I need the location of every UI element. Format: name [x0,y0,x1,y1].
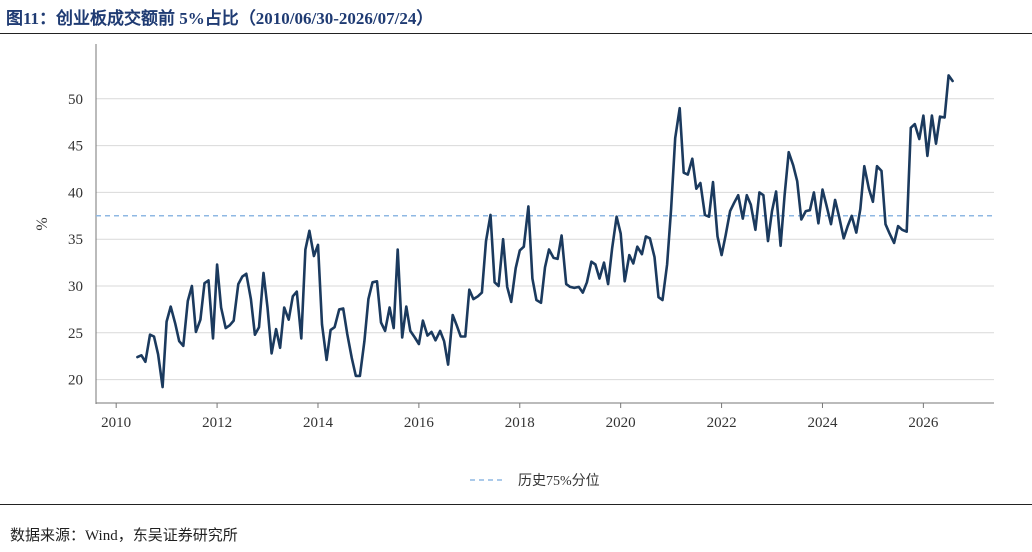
x-tick-label: 2020 [606,415,636,431]
axes [95,44,994,408]
x-tick-label: 2010 [101,415,131,431]
top-divider [0,33,1032,34]
source-note: 数据来源：Wind，东吴证券研究所 [10,528,238,544]
y-tick-label: 40 [68,185,83,201]
y-tick-label: 25 [68,326,83,342]
x-tick-label: 2026 [908,415,939,431]
x-tick-label: 2012 [202,415,232,431]
x-tick-label: 2016 [404,415,435,431]
x-tick-labels: 2010 2012 2014 2016 2018 2020 2022 2024 2026 [101,415,939,431]
y-tick-label: 30 [68,279,83,295]
chart-title: 图11：创业板成交额前 5%占比（2010/06/30-2026/07/24） [6,9,434,28]
bottom-divider [0,504,1032,505]
y-tick-label: 45 [68,139,83,155]
legend-label: 历史75%分位 [518,473,600,489]
series-line [136,74,954,389]
y-tick-label: 20 [68,373,83,389]
x-tick-label: 2024 [807,415,838,431]
y-tick-labels: 20 25 30 35 40 45 50 [68,92,83,389]
x-tick-label: 2022 [707,415,737,431]
x-tick-label: 2018 [505,415,535,431]
gridlines [96,98,994,381]
legend: 历史75%分位 [470,473,600,489]
x-tick-label: 2014 [303,415,334,431]
y-axis-label: % [34,217,51,230]
y-tick-label: 35 [68,232,83,248]
y-tick-label: 50 [68,92,83,108]
